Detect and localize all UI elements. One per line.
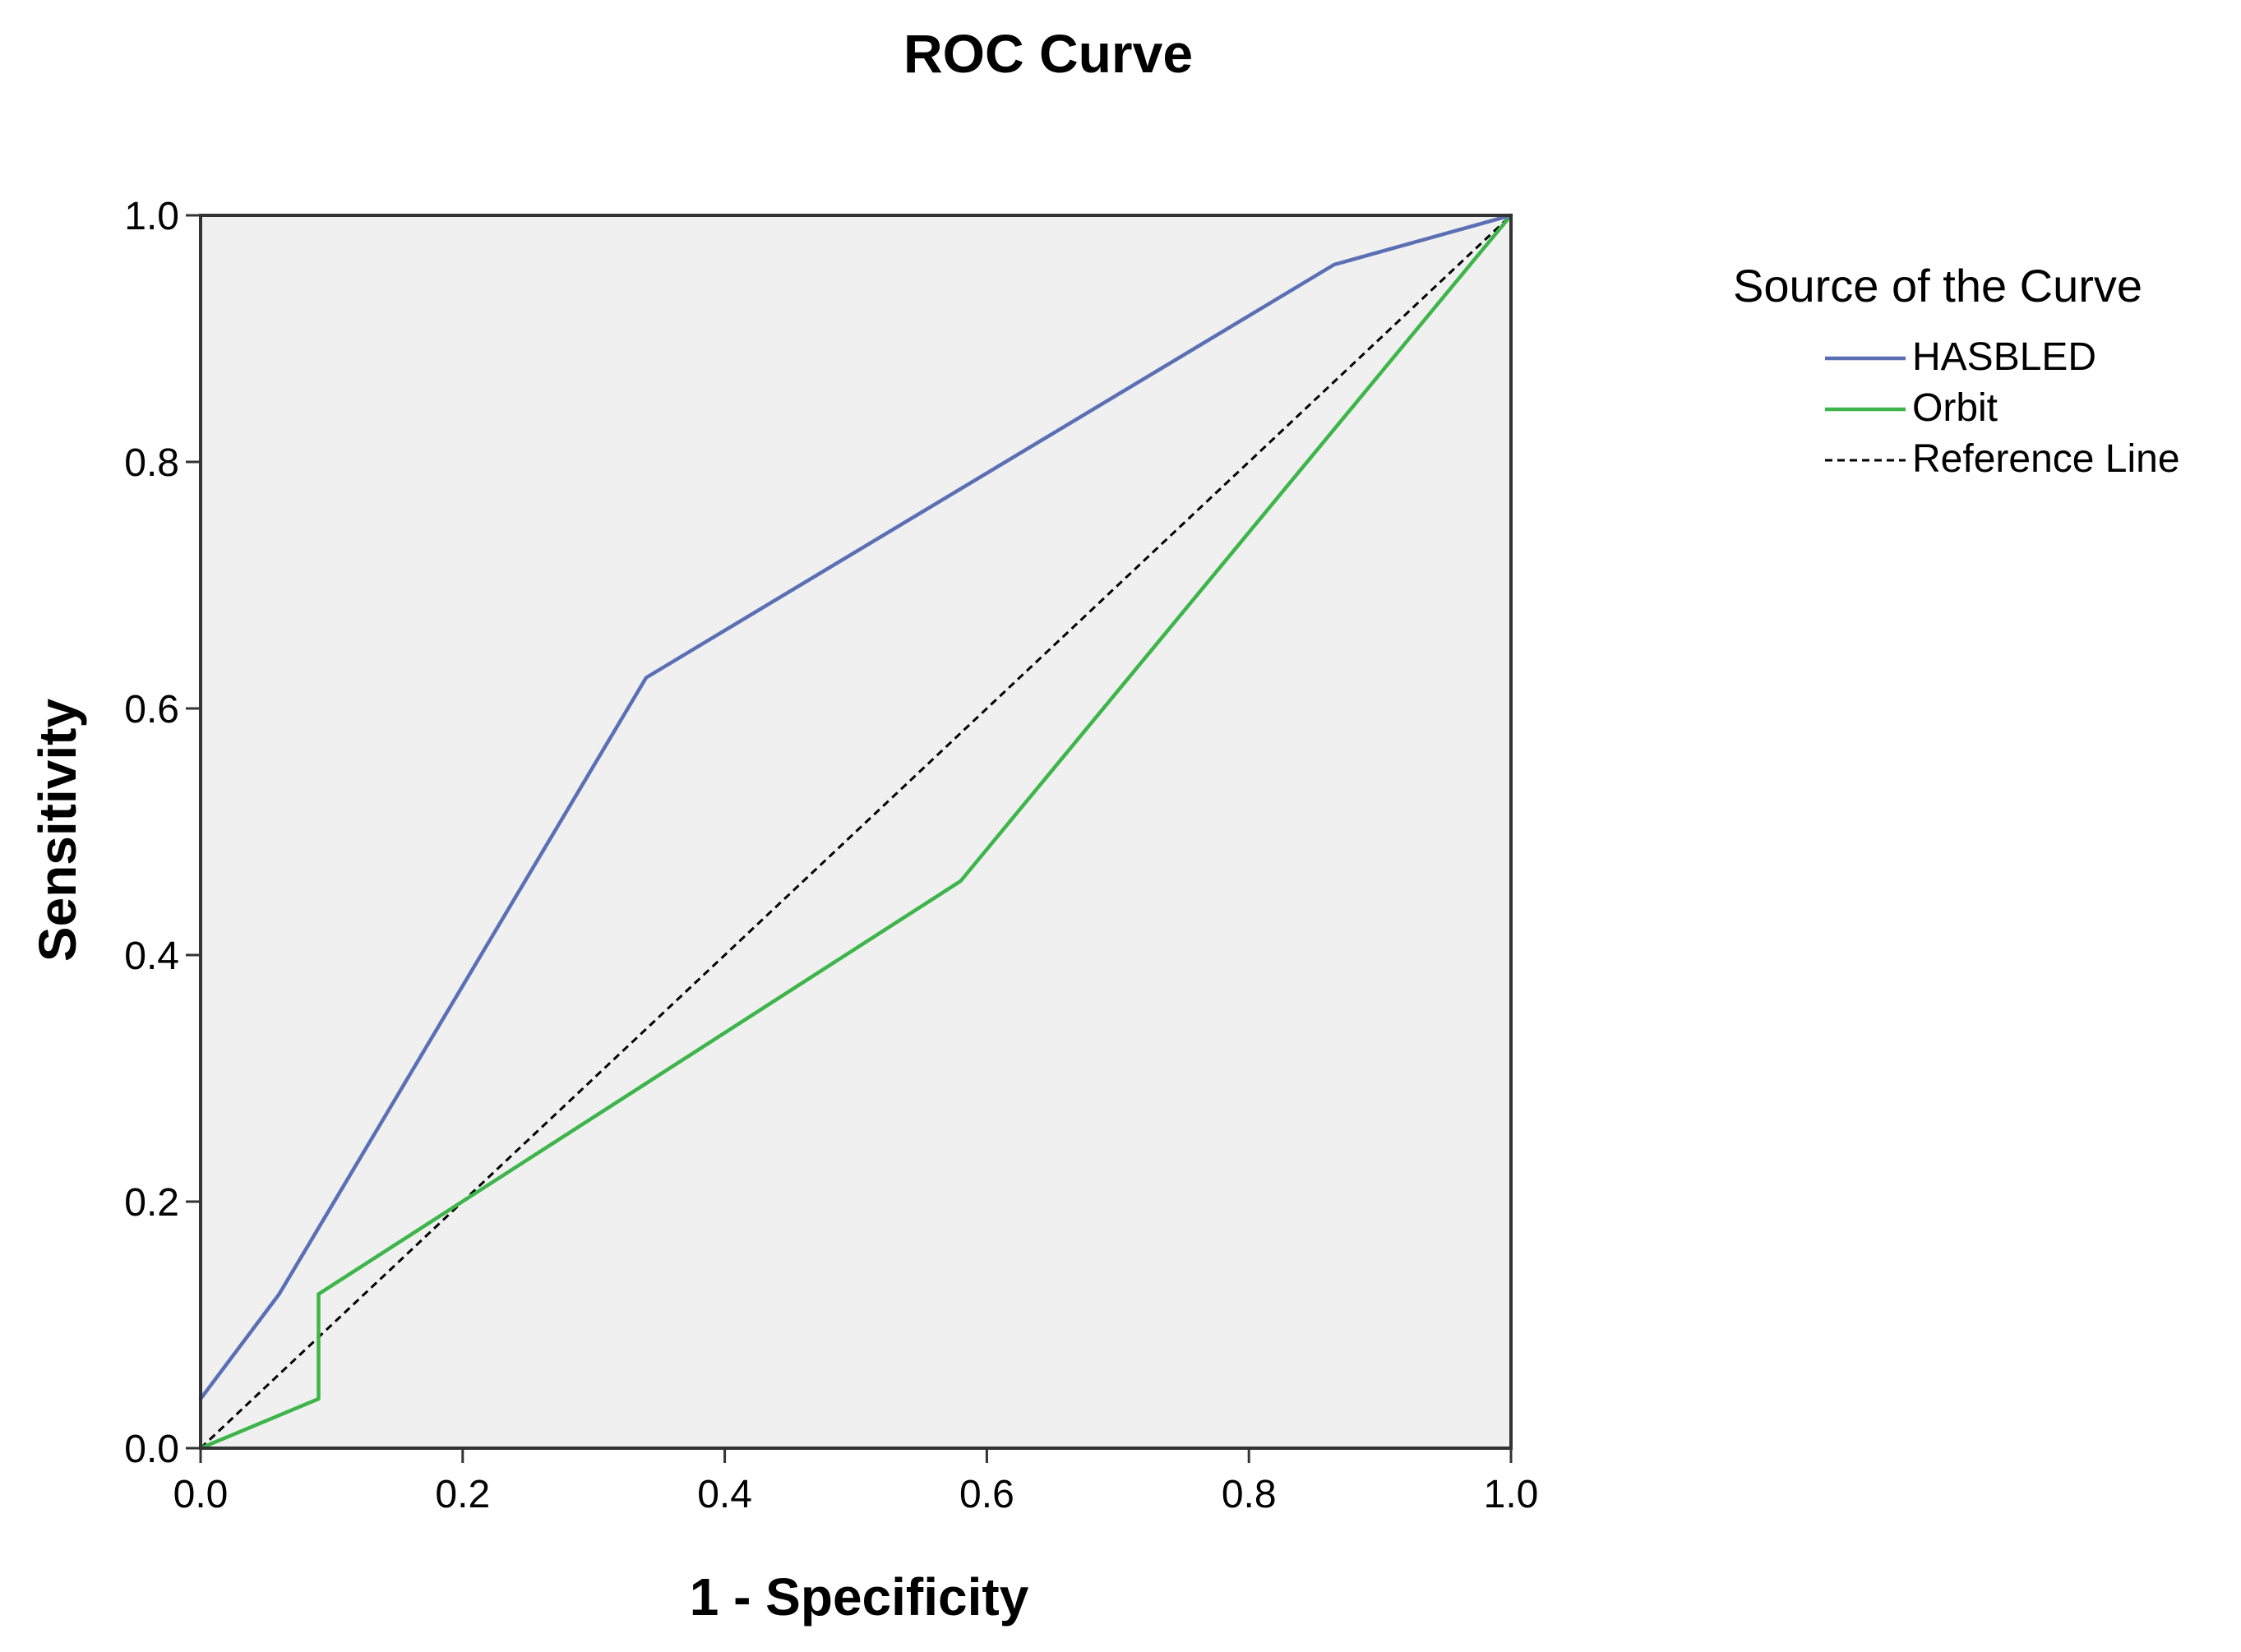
x-tick-label: 0.6 [959, 1473, 1014, 1516]
legend-label-hasbled: HASBLED [1912, 335, 2096, 379]
plot-frame [199, 214, 1513, 1450]
x-tick-label: 0.8 [1222, 1473, 1277, 1516]
legend-title: Source of the Curve [1733, 260, 2142, 311]
x-tick-label: 0.2 [435, 1473, 490, 1516]
x-tick-label: 0.4 [697, 1473, 752, 1516]
y-axis-label: Sensitivity [28, 699, 87, 962]
x-axis-label: 1 - Specificity [690, 1567, 1029, 1627]
y-tick-label: 0.8 [124, 441, 179, 485]
y-tick-label: 0.0 [124, 1428, 179, 1471]
series-group [198, 213, 1513, 1451]
series-line-reference-line [199, 214, 1513, 1450]
x-tick-label: 1.0 [1484, 1473, 1539, 1516]
series-line-orbit [198, 213, 1513, 1451]
y-tick-label: 0.2 [124, 1181, 179, 1225]
y-tick-label: 0.6 [124, 688, 179, 731]
x-tick-label: 0.0 [173, 1473, 229, 1516]
legend-label-reference-line: Reference Line [1912, 437, 2180, 481]
series-line-hasbled [198, 213, 1513, 1401]
y-tick-label: 1.0 [124, 195, 179, 238]
y-tick-label: 0.4 [124, 934, 179, 978]
chart-title: ROC Curve [903, 23, 1193, 84]
legend-label-orbit: Orbit [1912, 386, 1998, 430]
